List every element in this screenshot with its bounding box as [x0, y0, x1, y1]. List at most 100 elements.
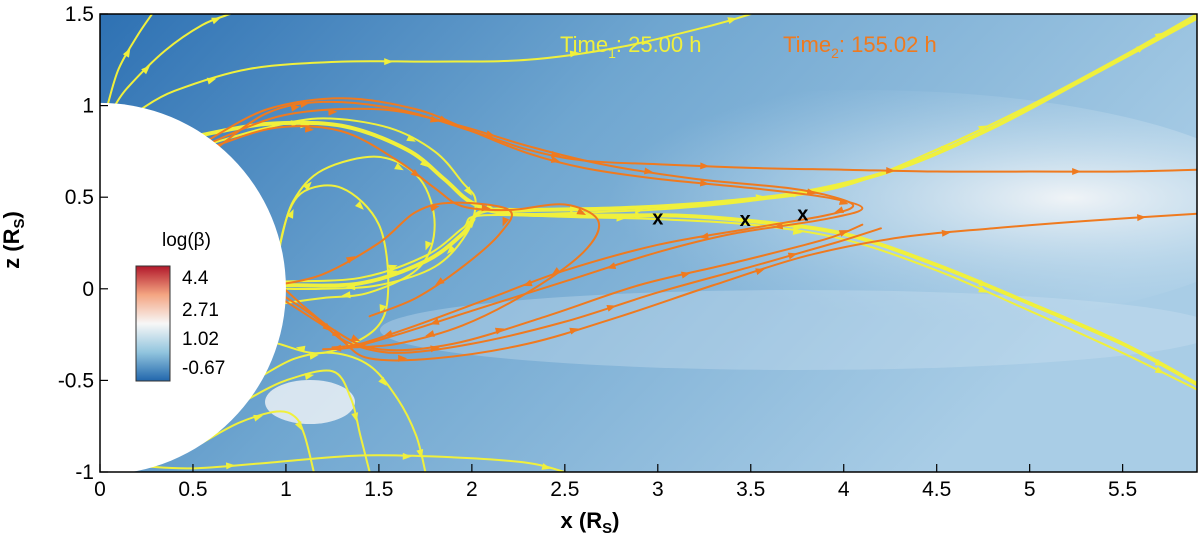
field-line-6	[281, 213, 1197, 391]
field-line-17-arrow	[551, 267, 561, 276]
field-line-14-arrow	[700, 162, 710, 170]
field-line-7-arrow	[384, 58, 394, 66]
y-axis-label: z (RS)	[0, 211, 28, 269]
field-line-6-arrow	[1154, 366, 1165, 374]
field-line-13-arrow	[541, 463, 552, 470]
field-line-1-arrow	[425, 240, 432, 251]
field-line-4-arrow	[978, 125, 988, 133]
field-line-10	[201, 410, 315, 472]
field-line-14-arrow	[886, 167, 896, 175]
field-line-16-arrow	[383, 330, 394, 337]
plot-area	[100, 14, 1197, 472]
field-line-11-arrow	[304, 373, 315, 381]
field-line-5-arrow	[755, 194, 766, 202]
time-annotation: Time1: 25.00 h Time2: 155.02 h	[560, 32, 937, 61]
time1-label: Time1: 25.00 h	[560, 32, 702, 61]
x-tick-label-7: 3.5	[736, 478, 765, 501]
field-line-16-arrow	[522, 279, 533, 287]
field-line-20-arrow	[331, 329, 342, 338]
field-line-18-arrow	[502, 216, 510, 227]
field-line-2-arrow	[406, 134, 416, 142]
plot-frame	[99, 13, 1198, 473]
field-line-14-arrow	[290, 104, 301, 112]
field-line-8-arrow	[141, 65, 151, 75]
field-line-7-arrow	[727, 17, 737, 24]
x-tick-label-5: 2.5	[550, 478, 579, 501]
field-line-17-arrow	[425, 330, 435, 337]
field-line-19-arrow	[941, 229, 951, 237]
x-tick-label-11: 5.5	[1108, 478, 1137, 501]
x-tick-label-10: 5	[1024, 478, 1036, 501]
y-axis: -1 -0.5 0 0.5 1 1.5	[58, 3, 108, 484]
field-line-21-arrow	[350, 334, 361, 342]
field-line-20-arrow	[606, 304, 617, 312]
field-line-16-arrow	[699, 232, 709, 240]
field-line-19-arrow	[755, 268, 765, 276]
field-line-15-arrow	[699, 179, 710, 187]
time2-label: Time2: 155.02 h	[783, 32, 937, 61]
y-tick-label-2: 0	[82, 278, 94, 301]
field-line-5-arrow	[1136, 45, 1146, 53]
field-line-15-arrow	[300, 100, 310, 108]
lower-bright-spot	[265, 380, 355, 424]
field-line-18-arrow	[435, 277, 445, 286]
y-tick-label-1: -0.5	[58, 369, 94, 392]
field-line-3-arrow	[792, 223, 803, 231]
field-line-1-arrow	[341, 291, 351, 299]
field-line-16	[210, 107, 855, 349]
field-line-21	[283, 223, 864, 352]
field-line-16-arrow	[328, 108, 338, 116]
field-line-19-arrow	[569, 327, 579, 335]
x-tick-label-4: 2	[466, 478, 478, 501]
field-line-11	[247, 369, 371, 472]
x-tick-label-3: 1.5	[364, 478, 393, 501]
field-line-9-arrow	[122, 48, 131, 58]
field-line-12-arrow	[378, 376, 387, 387]
field-line-14	[216, 100, 1197, 173]
field-line-5	[280, 15, 1197, 288]
field-line-13-arrow	[402, 452, 412, 460]
x-tick-label-0: 0	[94, 478, 106, 501]
field-line-17-arrow	[576, 207, 587, 215]
current-sheet-glow	[440, 90, 1197, 330]
field-line-3-arrow	[978, 279, 988, 287]
field-line-13-arrow	[225, 462, 236, 470]
field-line-5-arrow	[570, 205, 580, 213]
x-axis-label: x (RS)	[561, 508, 620, 537]
field-line-16-arrow	[806, 188, 817, 196]
field-line-18-arrow	[429, 204, 440, 212]
field-line-1-arrow	[302, 181, 312, 191]
field-line-10-arrow	[253, 414, 263, 422]
field-line-19-arrow	[1136, 214, 1147, 222]
field-line-7-arrow	[569, 50, 580, 58]
field-line-8	[113, 14, 232, 107]
field-line-12-arrow	[309, 352, 319, 360]
y-tick-label-3: 0.5	[65, 186, 94, 209]
y-tick-label-4: 1	[82, 95, 94, 118]
field-line-16-arrow	[644, 167, 654, 175]
field-line-15-arrow	[606, 262, 617, 269]
field-line-6-arrow	[616, 214, 626, 222]
y-tick-label-0: -1	[75, 461, 94, 484]
field-line-12	[262, 351, 427, 472]
field-line-17-arrow	[410, 169, 421, 178]
field-line-5-arrow	[387, 270, 398, 277]
field-line-8-arrow	[211, 17, 221, 25]
field-line-6-arrow	[387, 264, 398, 272]
x-axis: 0 0.5 1 1.5 2 2.5 3 3.5 4 4.5 5 5.5	[94, 464, 1137, 501]
x-tick-label-9: 4.5	[922, 478, 951, 501]
field-line-17-arrow	[304, 125, 315, 133]
field-line-2-arrow	[463, 186, 472, 196]
field-line-10-arrow	[294, 421, 303, 431]
field-line-21-arrow	[494, 327, 505, 335]
colorbar-legend: log(β) 4.4 2.71 1.02 -0.67	[135, 230, 225, 382]
field-lines	[106, 14, 1197, 472]
colorbar-title: log(β)	[162, 230, 211, 251]
field-line-18-arrow	[345, 256, 356, 264]
field-line-6-arrow	[792, 227, 803, 235]
x-tick-label-2: 1	[280, 478, 292, 501]
field-line-6-arrow	[466, 219, 476, 228]
field-line-0-arrow	[354, 201, 364, 210]
